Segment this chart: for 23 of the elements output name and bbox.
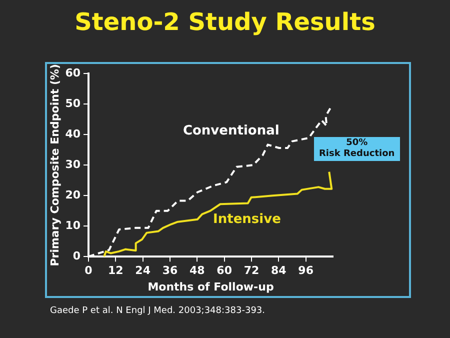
y-tick-label: 20: [65, 188, 81, 202]
annotation: 50% Risk Reduction: [314, 137, 400, 161]
x-tick-label: 96: [298, 264, 314, 278]
x-tick-label: 12: [108, 264, 124, 278]
x-tick-label: 0: [84, 264, 93, 278]
y-tick-label: 40: [65, 127, 81, 140]
x-tick-label: 24: [135, 264, 151, 278]
y-tick-label: 60: [65, 66, 81, 80]
y-tick-label: 0: [72, 249, 81, 262]
x-tick-label: 48: [190, 264, 205, 278]
y-tick-label: 30: [65, 158, 81, 171]
y-tick-label: 50: [65, 96, 81, 110]
x-tick-label: 60: [216, 264, 232, 278]
y-tick-label: 10: [65, 218, 81, 232]
x-tick-label: 72: [244, 264, 260, 278]
series-label: Intensive: [213, 212, 282, 228]
x-axis-title: Months of Follow-up: [148, 280, 274, 294]
chart-title: Steno-2 Study Results: [74, 8, 376, 36]
text: Gaede P et al. N Engl J Med. 2003;348:383-393.: [50, 306, 266, 316]
x-tick-label: 36: [162, 264, 178, 278]
y-axis-title: Primary Composite Endpoint (%): [48, 64, 62, 266]
series-label: Conventional: [182, 124, 280, 139]
x-tick-label: 84: [271, 264, 287, 278]
